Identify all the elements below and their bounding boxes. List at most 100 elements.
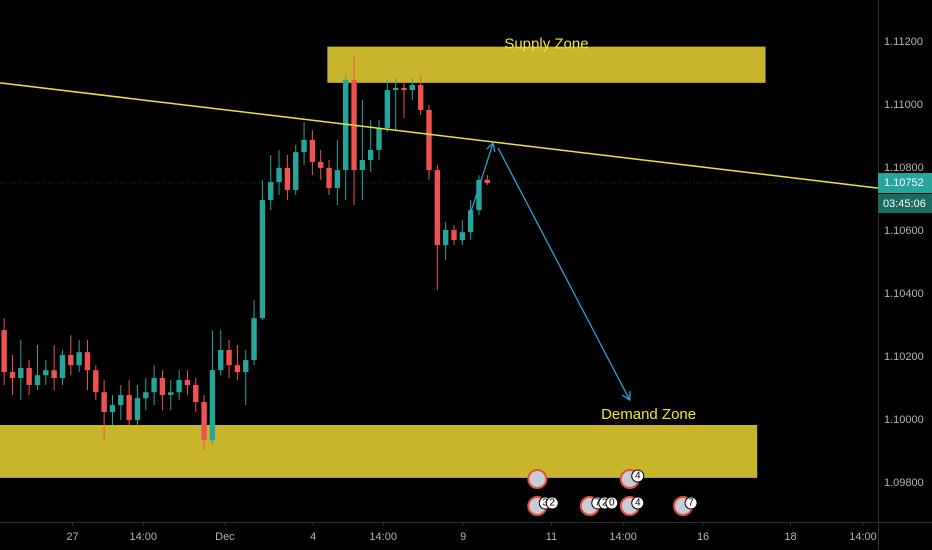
y-tick-label: 1.11000: [884, 99, 923, 111]
zone: [327, 46, 766, 83]
event-badge-label: 0: [609, 498, 615, 509]
x-tick-label: 4: [310, 531, 316, 543]
trendline: [0, 82, 879, 189]
candle-body: [359, 160, 366, 171]
x-tick-label: 18: [784, 531, 796, 543]
candle-body: [134, 398, 141, 420]
candle-body: [209, 370, 216, 441]
candle-body: [1, 330, 7, 373]
candle-body: [26, 367, 32, 385]
candle-body: [51, 370, 57, 379]
countdown-tag: [878, 194, 932, 214]
y-tick-label: 1.11200: [884, 36, 923, 48]
candle-body: [367, 149, 374, 161]
candle-body: [84, 352, 91, 371]
x-tick-label: 14:00: [849, 531, 877, 543]
zone-label: Demand Zone: [601, 406, 696, 423]
event-badge: [684, 496, 698, 510]
event-badge-label: 7: [595, 498, 601, 509]
candle-body: [334, 170, 341, 189]
candle-body: [76, 352, 82, 366]
x-tick-label: 14:00: [369, 531, 397, 543]
candle-body: [301, 139, 307, 153]
event-badge-label: 2: [602, 498, 608, 509]
candle-body: [234, 365, 241, 373]
x-tick-label: 16: [697, 531, 709, 543]
event-badge-label: 2: [550, 498, 556, 509]
price-tag: [878, 173, 932, 194]
event-badge-label: 4: [635, 471, 641, 482]
candle-body: [467, 210, 474, 233]
event-icon: [527, 469, 548, 489]
candle-body: [151, 378, 157, 393]
candle-body: [226, 349, 232, 366]
candle-body: [276, 167, 282, 183]
countdown-label: 03:45:06: [883, 198, 926, 210]
candle-body: [201, 401, 207, 441]
candle-body: [109, 405, 116, 413]
y-tick-label: 1.10800: [884, 162, 924, 174]
event-badge: [631, 469, 645, 483]
arrow: [469, 141, 496, 216]
candle-body: [376, 127, 382, 150]
candle-body: [43, 370, 49, 376]
candle-body: [442, 229, 449, 246]
candle-body: [243, 360, 249, 373]
candle-body: [101, 392, 107, 413]
y-tick-label: 1.10000: [884, 414, 924, 426]
arrow: [497, 147, 631, 402]
x-tick-label: 14:00: [609, 531, 637, 543]
candle-body: [59, 355, 66, 379]
price-tag-label: 1.10752: [884, 177, 924, 189]
candle-body: [451, 229, 457, 241]
y-tick-label: 1.10400: [884, 288, 924, 300]
candle-body: [193, 384, 199, 402]
candle-body: [118, 395, 124, 406]
candle-body: [409, 85, 416, 91]
candle-body: [459, 232, 466, 241]
event-badge-label: 7: [688, 498, 694, 509]
candle-body: [326, 167, 332, 189]
candle-body: [484, 179, 491, 184]
zone-label: Supply Zone: [504, 36, 588, 53]
candle-body: [392, 87, 399, 91]
x-tick-label: 14:00: [130, 531, 158, 543]
event-badge: [605, 496, 619, 510]
x-tick-label: Dec: [215, 531, 235, 543]
candle-body: [401, 87, 407, 91]
candle-body: [343, 80, 349, 171]
candle-body: [93, 370, 99, 393]
candle-body: [184, 379, 191, 385]
candle-body: [476, 179, 482, 211]
candle-body: [434, 170, 441, 246]
y-tick-label: 1.09800: [884, 477, 924, 489]
candle-body: [218, 349, 224, 371]
candle-body: [318, 161, 324, 168]
candle-body: [68, 355, 74, 366]
candle-body: [293, 152, 299, 190]
candle-body: [18, 367, 24, 379]
candle-body: [251, 318, 257, 361]
candle-body: [126, 395, 132, 420]
candle-body: [176, 379, 182, 393]
candle-body: [168, 392, 174, 396]
zone: [0, 424, 758, 478]
candle-body: [384, 90, 391, 128]
x-tick-label: 9: [460, 531, 466, 543]
candle-body: [259, 200, 266, 319]
candle-body: [143, 392, 149, 399]
event-badge-label: 4: [635, 498, 641, 509]
candle-body: [417, 85, 424, 110]
event-badge: [545, 496, 559, 510]
candle-body: [9, 372, 16, 379]
event-badge-label: 3: [543, 498, 549, 509]
candle-body: [159, 378, 166, 396]
x-tick-label: 11: [546, 531, 557, 543]
x-tick-label: 27: [66, 531, 78, 543]
y-tick-label: 1.10200: [884, 351, 924, 363]
event-badge: [631, 496, 645, 510]
candle-body: [426, 109, 432, 171]
candle-body: [268, 182, 274, 201]
candle-body: [309, 139, 316, 162]
